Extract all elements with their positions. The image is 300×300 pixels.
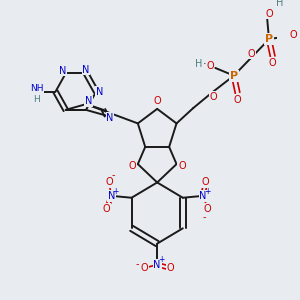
Text: O: O bbox=[248, 49, 255, 58]
Text: O: O bbox=[204, 204, 212, 214]
Text: O: O bbox=[153, 96, 161, 106]
Text: ·: · bbox=[202, 59, 206, 69]
Text: +: + bbox=[205, 187, 211, 196]
Text: NH: NH bbox=[30, 84, 44, 93]
Text: O: O bbox=[269, 58, 277, 68]
Text: O: O bbox=[178, 161, 186, 171]
Text: -: - bbox=[135, 259, 139, 269]
Text: O: O bbox=[206, 61, 214, 71]
Text: N: N bbox=[85, 96, 92, 106]
Text: +: + bbox=[159, 255, 165, 264]
Text: N: N bbox=[154, 260, 161, 270]
Text: -: - bbox=[112, 170, 115, 180]
Text: O: O bbox=[105, 177, 113, 187]
Text: H: H bbox=[34, 95, 40, 104]
Text: O: O bbox=[128, 161, 136, 171]
Text: O: O bbox=[289, 29, 297, 40]
Text: N: N bbox=[106, 112, 114, 122]
Text: N: N bbox=[200, 191, 207, 201]
Text: O: O bbox=[210, 92, 217, 102]
Text: N: N bbox=[107, 191, 115, 201]
Text: +: + bbox=[113, 187, 119, 196]
Text: -: - bbox=[203, 212, 206, 222]
Text: H: H bbox=[276, 0, 284, 8]
Text: O: O bbox=[234, 94, 242, 104]
Text: P: P bbox=[265, 34, 273, 44]
Text: H: H bbox=[195, 59, 202, 69]
Text: O: O bbox=[103, 204, 110, 214]
Text: O: O bbox=[265, 8, 273, 19]
Text: N: N bbox=[96, 87, 103, 97]
Text: O: O bbox=[140, 263, 148, 273]
Text: N: N bbox=[82, 64, 90, 75]
Text: P: P bbox=[230, 70, 238, 81]
Text: N: N bbox=[59, 66, 67, 76]
Text: O: O bbox=[202, 177, 209, 187]
Text: O: O bbox=[166, 263, 174, 273]
